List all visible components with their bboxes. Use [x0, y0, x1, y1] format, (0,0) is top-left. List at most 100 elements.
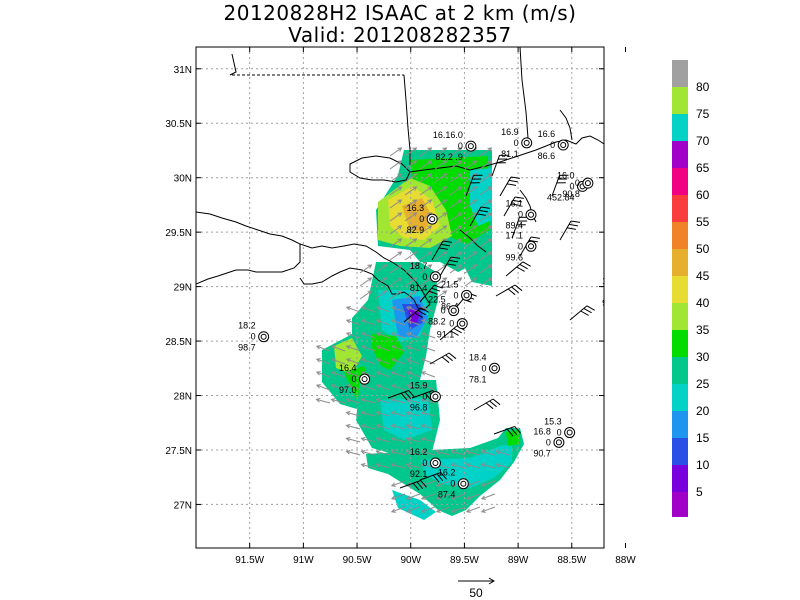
- station-circle-inner-icon: [527, 243, 534, 250]
- wind-vector-arrow: [406, 463, 421, 469]
- wind-vector-arrowhead: [487, 147, 493, 152]
- wind-vector-arrow: [419, 160, 432, 170]
- wind-vector-arrowhead: [412, 147, 418, 152]
- wind-vector-arrowhead: [487, 173, 493, 178]
- colorbar-swatch: [672, 330, 688, 357]
- wind-vector-arrow: [361, 450, 376, 456]
- colorbar-tick-label: 65: [696, 161, 710, 175]
- station-marker: 090.8: [562, 177, 594, 199]
- wind-vector-arrowhead: [405, 332, 411, 337]
- wind-vector-arrowhead: [390, 371, 396, 376]
- wind-vector-arrow: [361, 411, 376, 417]
- wind-vector-arrowhead: [382, 277, 388, 282]
- wind-vector-arrow: [419, 225, 432, 235]
- station-circle-icon: [553, 436, 565, 448]
- wind-vector-arrow: [406, 450, 421, 456]
- wind-vector-arrowhead: [427, 238, 433, 243]
- station-circle-inner-icon: [560, 142, 567, 149]
- wind-vector-arrow: [421, 319, 436, 326]
- wind-vector-arrowhead: [457, 186, 463, 191]
- wind-vector-arrowhead: [367, 277, 373, 282]
- wind-vector-arrowhead: [330, 397, 336, 403]
- wind-vector-arrow: [316, 371, 331, 378]
- wind-vector-arrow: [464, 212, 477, 222]
- colorbar-tick-label: 40: [696, 296, 710, 310]
- wind-vector-arrow: [346, 411, 361, 417]
- wind-vector-arrow: [391, 463, 406, 469]
- wind-vector-arrow: [434, 173, 447, 183]
- wind-vector-arrowhead: [427, 251, 433, 256]
- station-top-value: 17.1: [505, 230, 523, 240]
- station-circle-inner-icon: [625, 290, 630, 295]
- station-mid-value: 0: [458, 141, 463, 151]
- wind-vector-arrowhead: [412, 173, 418, 178]
- wind-vector-arrowhead: [345, 384, 351, 389]
- wind-vector-arrow: [361, 398, 376, 404]
- wind-barb-flag: [446, 263, 456, 266]
- wind-vector-arrowhead: [427, 147, 433, 152]
- wind-barb-flag: [408, 390, 415, 398]
- wind-vector-arrow: [389, 251, 402, 261]
- wind-vector-arrow: [331, 398, 346, 404]
- wind-vector-arrow: [421, 411, 436, 417]
- x-tick-label: 91W: [293, 555, 314, 566]
- wind-vector-arrow: [376, 345, 391, 352]
- wind-barb-flag: [448, 259, 458, 263]
- wind-vector-arrow: [479, 238, 492, 248]
- wind-barb-flag: [511, 286, 519, 294]
- colorbar-swatch: [672, 438, 688, 465]
- wind-vector-arrowhead: [412, 238, 418, 243]
- wind-vector-arrow: [376, 424, 391, 430]
- wind-vector-arrowhead: [405, 345, 411, 350]
- station-mid-value: 0: [441, 306, 446, 316]
- wind-speed-patch: [380, 398, 432, 440]
- wind-barb-flag: [522, 261, 531, 267]
- wind-vector-arrowhead: [487, 199, 493, 204]
- station-top-value: 16.3: [407, 203, 425, 213]
- wind-vector-arrowhead: [457, 212, 463, 217]
- wind-barb-flag: [530, 236, 540, 239]
- wind-barb-flag: [510, 176, 520, 179]
- wind-vector-arrow: [466, 463, 481, 469]
- wind-vector-arrow: [389, 264, 402, 274]
- wind-vector-arrowhead: [345, 319, 351, 324]
- station-mid-value: 0: [422, 272, 427, 282]
- wind-vector-arrowhead: [487, 277, 493, 282]
- station-circle-inner-icon: [260, 333, 267, 340]
- wind-vector-arrowhead: [397, 199, 403, 204]
- wind-vector-arrow: [406, 493, 421, 500]
- wind-vector-arrowhead: [345, 371, 351, 376]
- station-bottom-value: 81.4: [410, 283, 428, 293]
- wind-barb-flag: [514, 426, 521, 434]
- x-tick-label: 89.5W: [450, 555, 479, 566]
- station-circle-inner-icon: [463, 292, 470, 299]
- colorbar-tick-label: 80: [696, 80, 710, 94]
- wind-barb-flag: [586, 305, 595, 311]
- wind-vector-arrow: [404, 277, 417, 287]
- station-circle-icon: [525, 209, 537, 221]
- wind-barb-flag: [453, 327, 462, 334]
- station-circle-icon: [525, 240, 537, 252]
- wind-vector-arrow: [449, 147, 462, 157]
- wind-vector-arrow: [421, 332, 436, 339]
- wind-vector-arrowhead: [472, 238, 478, 243]
- wind-vector-arrow: [464, 225, 477, 235]
- wind-vector-arrow: [434, 277, 447, 287]
- station-mid-value: 0: [454, 290, 459, 300]
- wind-vector-arrow: [316, 345, 331, 352]
- wind-vector-arrowhead: [375, 397, 381, 403]
- station-circle-icon: [457, 478, 469, 490]
- wind-vector-arrowhead: [427, 186, 433, 191]
- wind-vector-arrow: [389, 212, 402, 222]
- wind-vector-arrowhead: [375, 358, 381, 363]
- station-bottom-value: 81.1: [501, 149, 519, 159]
- wind-vector-arrow: [316, 398, 331, 404]
- wind-vector-arrowhead: [427, 225, 433, 230]
- station-marker: 15.30: [544, 417, 576, 439]
- wind-vector-arrowhead: [390, 358, 396, 363]
- wind-vector-arrowhead: [345, 397, 351, 403]
- wind-barb-flag: [414, 312, 423, 318]
